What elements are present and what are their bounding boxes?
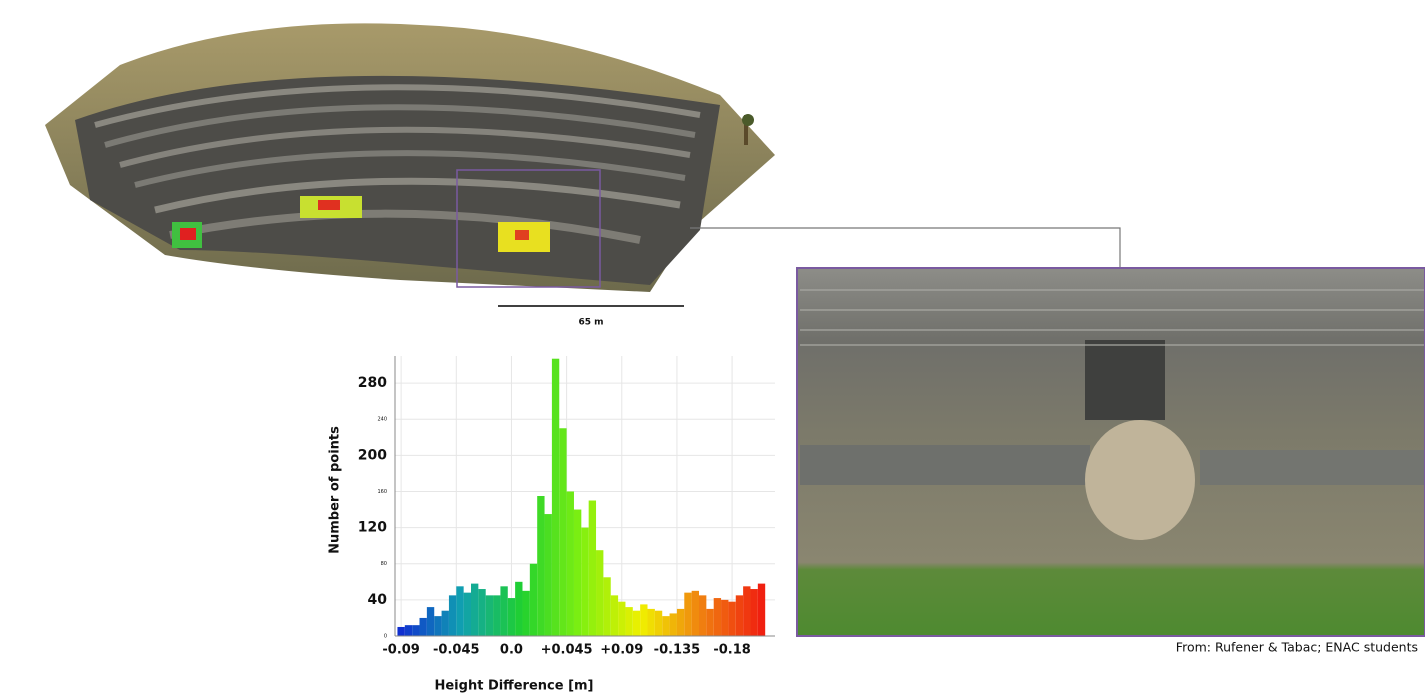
bar [500, 586, 507, 636]
y-axis-label: Number of points [328, 426, 343, 554]
bar [486, 595, 493, 636]
y-tick-label: 200 [358, 447, 387, 463]
bar [530, 564, 537, 636]
bar [721, 600, 728, 636]
bar [522, 591, 529, 636]
bar [633, 611, 640, 636]
y-tick-label: 80 [381, 561, 387, 567]
bar [508, 598, 515, 636]
bar [736, 595, 743, 636]
y-tick-label: 40 [368, 592, 388, 608]
bar [449, 595, 456, 636]
bar [427, 607, 434, 636]
bar [552, 359, 559, 636]
y-tick-label: 120 [358, 520, 387, 536]
bar [728, 602, 735, 636]
bar [758, 584, 765, 636]
bar [662, 616, 669, 636]
bar [603, 577, 610, 636]
bar [743, 586, 750, 636]
bar [537, 496, 544, 636]
bar [706, 609, 713, 636]
bar [456, 586, 463, 636]
x-tick-label: -0.18 [713, 643, 750, 658]
bar [625, 607, 632, 636]
bar [412, 625, 419, 636]
bar [692, 591, 699, 636]
bar [581, 528, 588, 636]
x-tick-label: -0.135 [654, 643, 701, 658]
bar [640, 604, 647, 636]
bar [471, 584, 478, 636]
y-tick-label: 240 [377, 417, 387, 423]
bar [420, 618, 427, 636]
y-tick-label: 280 [358, 375, 387, 391]
bar [699, 595, 706, 636]
bar [397, 627, 404, 636]
caption: From: Rufener & Tabac; ENAC students [1176, 640, 1418, 655]
bar [589, 501, 596, 636]
bar [545, 514, 552, 636]
bar [442, 611, 449, 636]
bar [434, 616, 441, 636]
bar [596, 550, 603, 636]
bar [515, 582, 522, 636]
photo [797, 268, 1425, 636]
x-tick-label: -0.09 [382, 643, 419, 658]
bar [559, 428, 566, 636]
x-tick-label: -0.045 [433, 643, 480, 658]
bar [567, 491, 574, 636]
x-tick-label: +0.045 [541, 643, 593, 658]
figure: 65 m From: Rufener & Tabac; ENAC student… [0, 0, 1425, 694]
bar [684, 593, 691, 636]
y-tick-label: 0 [384, 634, 387, 640]
bar [714, 598, 721, 636]
x-tick-label: +0.09 [600, 643, 643, 658]
bar [493, 595, 500, 636]
point-cloud [45, 23, 1120, 292]
bar [670, 613, 677, 636]
bar [464, 593, 471, 636]
bar [611, 595, 618, 636]
x-axis-label: Height Difference [m] [434, 679, 593, 694]
scale-label: 65 m [578, 318, 603, 328]
bar [405, 625, 412, 636]
bar [618, 602, 625, 636]
x-tick-label: 0.0 [500, 643, 523, 658]
bar [677, 609, 684, 636]
y-tick-label: 160 [377, 489, 387, 495]
bar [478, 589, 485, 636]
bar [648, 609, 655, 636]
bar [750, 589, 757, 636]
bar [655, 611, 662, 636]
bar [574, 510, 581, 636]
